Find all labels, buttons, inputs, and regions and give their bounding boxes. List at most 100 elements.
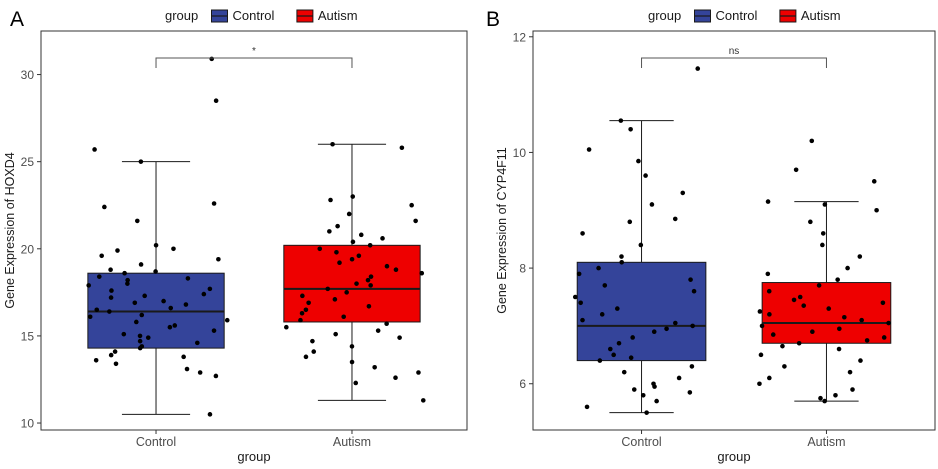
data-point	[393, 267, 399, 273]
data-point	[195, 340, 200, 346]
legend-label-autism: Autism	[801, 8, 841, 23]
data-point	[142, 293, 147, 299]
data-point	[171, 246, 176, 252]
data-point	[820, 231, 826, 236]
panel-label: A	[10, 8, 24, 31]
data-point	[766, 288, 772, 294]
data-point	[652, 384, 657, 389]
data-point	[809, 138, 815, 144]
data-point	[172, 323, 178, 328]
data-point	[184, 366, 190, 372]
significance-label: *	[252, 46, 256, 57]
data-point	[858, 358, 863, 363]
data-point	[572, 294, 578, 300]
data-point	[837, 326, 842, 332]
y-tick-label: 10	[513, 146, 527, 160]
data-point	[835, 277, 840, 282]
x-axis-title: group	[717, 449, 750, 464]
data-point	[859, 317, 864, 323]
data-point	[847, 369, 853, 375]
data-point	[134, 319, 139, 325]
panel-label: B	[486, 8, 500, 31]
data-point	[409, 202, 414, 208]
data-point	[621, 369, 627, 375]
data-point	[94, 307, 100, 313]
data-point	[874, 207, 879, 213]
data-point	[578, 300, 583, 306]
data-point	[757, 309, 763, 314]
data-point	[765, 271, 771, 277]
data-point	[108, 267, 113, 273]
data-point	[810, 329, 815, 334]
data-point	[801, 303, 807, 308]
y-tick-label: 8	[519, 262, 526, 276]
legend-label-control: Control	[233, 8, 275, 23]
data-point	[780, 343, 785, 349]
data-point	[793, 167, 799, 173]
data-point	[330, 141, 335, 147]
data-point	[420, 398, 426, 403]
data-point	[303, 354, 309, 360]
x-tick-label-control: Control	[621, 435, 661, 449]
data-point	[664, 326, 669, 332]
data-point	[584, 404, 590, 410]
data-point	[586, 147, 592, 152]
data-point	[580, 231, 585, 236]
data-point	[207, 286, 213, 292]
data-point	[413, 218, 418, 224]
data-point	[112, 349, 118, 354]
x-tick-label-control: Control	[136, 435, 176, 449]
data-point	[167, 324, 173, 330]
data-point	[366, 303, 372, 309]
y-tick-label: 20	[21, 242, 35, 256]
y-tick-label: 15	[21, 329, 35, 343]
data-point	[599, 312, 605, 317]
data-point	[211, 201, 217, 206]
data-point	[676, 375, 682, 381]
legend-label-control: Control	[716, 8, 758, 23]
y-tick-label: 10	[21, 417, 35, 431]
data-point	[688, 277, 693, 282]
data-point	[770, 332, 776, 337]
data-point	[372, 364, 377, 370]
data-point	[354, 281, 359, 286]
legend-title: group	[165, 8, 198, 23]
box-control	[576, 120, 707, 414]
data-point	[759, 323, 765, 329]
data-point	[109, 288, 114, 293]
data-point	[886, 320, 891, 326]
data-point	[99, 253, 104, 259]
data-point	[135, 218, 140, 224]
data-point	[365, 277, 371, 283]
data-point	[797, 294, 803, 300]
data-point	[224, 317, 230, 323]
data-point	[628, 355, 634, 361]
significance-bracket	[155, 57, 353, 68]
data-point	[757, 381, 762, 387]
data-point	[820, 242, 825, 248]
data-point	[576, 271, 582, 277]
data-point	[337, 260, 342, 266]
data-point	[608, 346, 613, 352]
data-point	[317, 246, 323, 252]
data-point	[375, 328, 381, 333]
data-point	[115, 248, 120, 253]
data-point	[864, 338, 870, 343]
data-point	[138, 159, 144, 164]
data-point	[86, 283, 91, 288]
data-point	[836, 346, 842, 352]
data-point	[758, 352, 764, 358]
data-point	[334, 249, 339, 255]
data-point	[615, 306, 620, 311]
data-point	[680, 190, 686, 196]
data-point	[368, 274, 374, 279]
data-point	[651, 329, 657, 334]
significance-label: ns	[729, 46, 740, 57]
data-point	[845, 265, 850, 271]
data-point	[311, 349, 317, 354]
data-point	[108, 352, 114, 358]
y-axis-title: Gene Expression of CYP4F11	[495, 147, 509, 314]
